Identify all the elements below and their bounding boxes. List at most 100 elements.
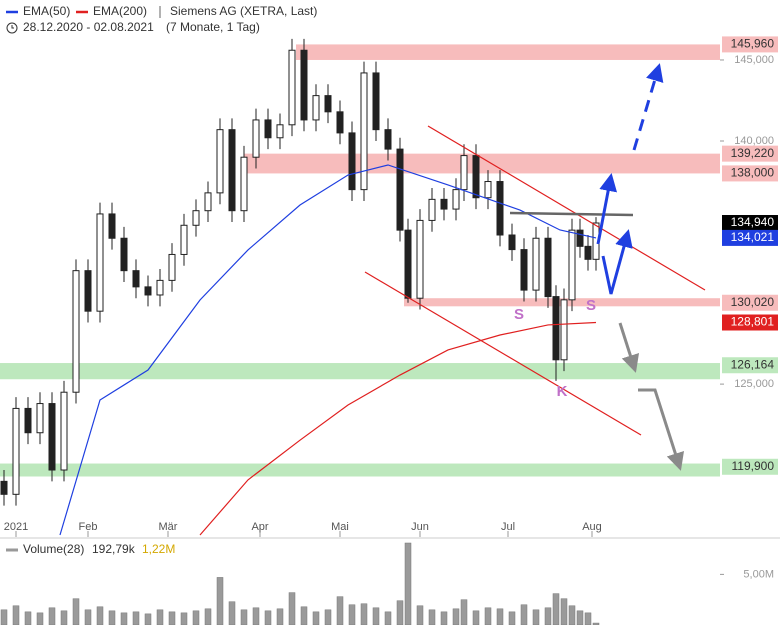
volume-bar (508, 611, 516, 625)
resistance-line (509, 211, 634, 217)
price-tag (722, 314, 778, 331)
volume-bar (384, 611, 392, 625)
candle-body (288, 49, 296, 126)
clock-icon (11, 25, 14, 29)
candle-body (72, 270, 80, 393)
period: (7 Monate, 1 Tag) (166, 20, 260, 34)
volume-stat: 192,79k (92, 542, 136, 556)
x-tick-label: Jul (501, 521, 515, 533)
candle-body (108, 213, 116, 239)
date-range: 28.12.2020 - 02.08.2021 (23, 20, 154, 34)
x-tick-label: Apr (251, 521, 268, 533)
candle-body (532, 237, 540, 291)
candle-body (324, 95, 332, 113)
arrow (618, 322, 640, 373)
candle-body (12, 407, 20, 495)
candle-body (396, 148, 404, 231)
volume-bar (336, 596, 344, 625)
volume-bar (428, 609, 436, 625)
candle-body (348, 132, 356, 191)
x-tick-label: Jun (411, 521, 429, 533)
candle-body (520, 249, 528, 291)
candle-body (96, 213, 104, 312)
volume-bar (84, 609, 92, 625)
zone (244, 153, 720, 174)
y-tick-label: 145,000 (734, 54, 774, 66)
volume-bar (372, 607, 380, 625)
volume-bar (440, 611, 448, 625)
price-tag (722, 229, 778, 246)
volume-bar (496, 608, 504, 625)
volume-bar (36, 612, 44, 625)
candle-body (36, 403, 44, 434)
zone (0, 363, 720, 380)
candle-body (216, 129, 224, 194)
volume-bar (484, 607, 492, 625)
ema-line (59, 164, 597, 536)
candle-body (384, 129, 392, 150)
legend-label: EMA(200) (93, 4, 147, 18)
volume-bar (584, 612, 592, 625)
volume-bar (168, 611, 176, 625)
volume-bar (120, 612, 128, 625)
candle-body (428, 198, 436, 221)
volume-bar (288, 592, 296, 625)
volume-bar (252, 607, 260, 625)
price-tag-label: 126,164 (731, 357, 775, 371)
candle-body (24, 407, 32, 434)
y-tick-label: 5,00M (743, 568, 774, 580)
chart-title: Siemens AG (XETRA, Last) (170, 4, 317, 18)
candle-body (544, 237, 552, 298)
candle-body (508, 234, 516, 251)
volume-bar (544, 607, 552, 625)
price-tag-label: 145,960 (731, 37, 775, 51)
trend-line (427, 125, 706, 291)
candle-body (552, 296, 560, 361)
candle-body (180, 224, 188, 255)
price-tag (722, 145, 778, 162)
volume-bar (96, 606, 104, 625)
x-tick-label: 2021 (4, 521, 28, 533)
volume-bar (348, 604, 356, 625)
candle-body (120, 237, 128, 272)
candle-body (48, 403, 56, 471)
price-tag-label: 119,900 (732, 459, 775, 473)
zone (0, 463, 720, 477)
volume-bar (416, 605, 424, 625)
volume-bar (24, 611, 32, 625)
candle-body (416, 219, 424, 299)
annotation: S (586, 297, 596, 314)
candle-body (240, 156, 248, 212)
zone (296, 44, 720, 60)
volume-bar (312, 611, 320, 625)
candle-body (132, 270, 140, 288)
price-tag (722, 36, 778, 53)
candle-body (372, 72, 380, 131)
x-tick-label: Feb (79, 521, 98, 533)
volume-bar (60, 610, 68, 625)
volume-bar (240, 609, 248, 625)
volume-bar (576, 610, 584, 625)
x-tick-label: Mär (159, 521, 178, 533)
x-tick-label: Mai (331, 521, 349, 533)
legend-label: EMA(50) (23, 4, 70, 18)
candle-body (192, 210, 200, 226)
volume-bar (216, 577, 224, 625)
annotation: K (557, 383, 568, 400)
candle-body (276, 124, 284, 139)
clock-icon (6, 22, 18, 34)
volume-bar (560, 598, 568, 625)
volume-bar (532, 609, 540, 625)
volume-bar (108, 610, 116, 625)
volume-bar (228, 601, 236, 625)
volume-bar (300, 606, 308, 625)
volume-title: Volume(28) (23, 542, 84, 556)
candle-body (560, 299, 568, 361)
volume-bar (204, 608, 212, 625)
price-tag-label: 130,020 (731, 295, 775, 309)
y-tick-label: 140,000 (734, 135, 774, 147)
candle-body (84, 270, 92, 312)
volume-stat: 1,22M (142, 542, 175, 556)
candle-body (576, 229, 584, 247)
